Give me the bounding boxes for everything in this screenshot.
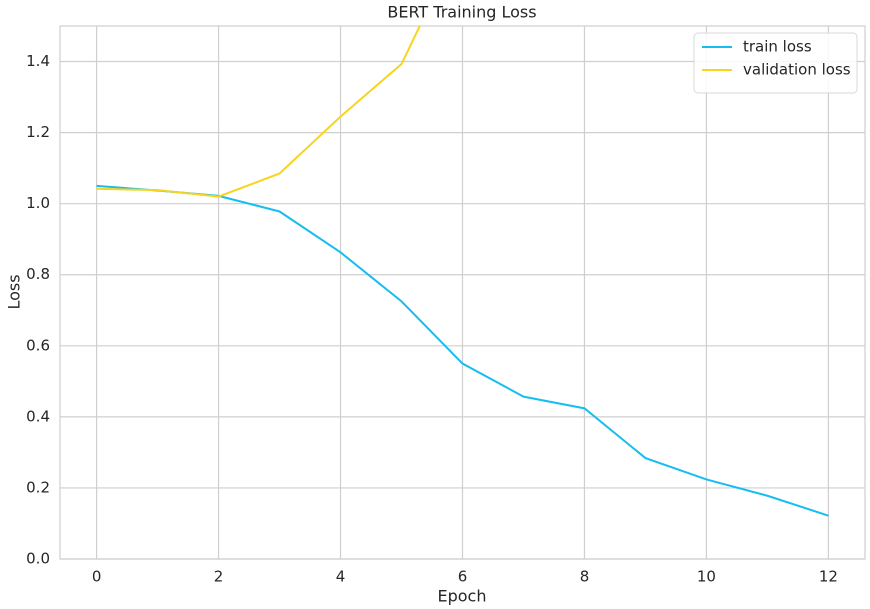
- legend-box: [693, 32, 858, 94]
- y-tick-label: 0.4: [26, 407, 50, 425]
- y-axis-label: Loss: [5, 274, 24, 309]
- legend: train loss validation loss: [693, 32, 858, 94]
- x-tick-label: 6: [458, 568, 468, 586]
- y-tick-label: 1.0: [26, 194, 50, 212]
- y-tick-label: 1.4: [26, 52, 50, 70]
- x-tick-label: 4: [336, 568, 346, 586]
- plot-frame: [59, 25, 866, 560]
- y-tick-label: 0.2: [26, 478, 50, 496]
- x-tick-label: 12: [819, 568, 838, 586]
- x-tick-label: 0: [92, 568, 102, 586]
- y-tick-label: 0.8: [26, 265, 50, 283]
- x-tick-label: 10: [697, 568, 716, 586]
- legend-label: train loss: [743, 38, 812, 56]
- y-tick-label: 0.6: [26, 336, 50, 354]
- y-tick-label: 0.0: [26, 550, 50, 568]
- x-axis-label: Epoch: [438, 587, 487, 606]
- legend-label: validation loss: [743, 61, 851, 79]
- x-tick-label: 2: [214, 568, 224, 586]
- plot-area: [96, 26, 829, 517]
- chart-title: BERT Training Loss: [387, 3, 536, 22]
- y-tick-label: 1.2: [26, 123, 50, 141]
- series-line: [96, 26, 421, 198]
- x-tick-label: 8: [580, 568, 590, 586]
